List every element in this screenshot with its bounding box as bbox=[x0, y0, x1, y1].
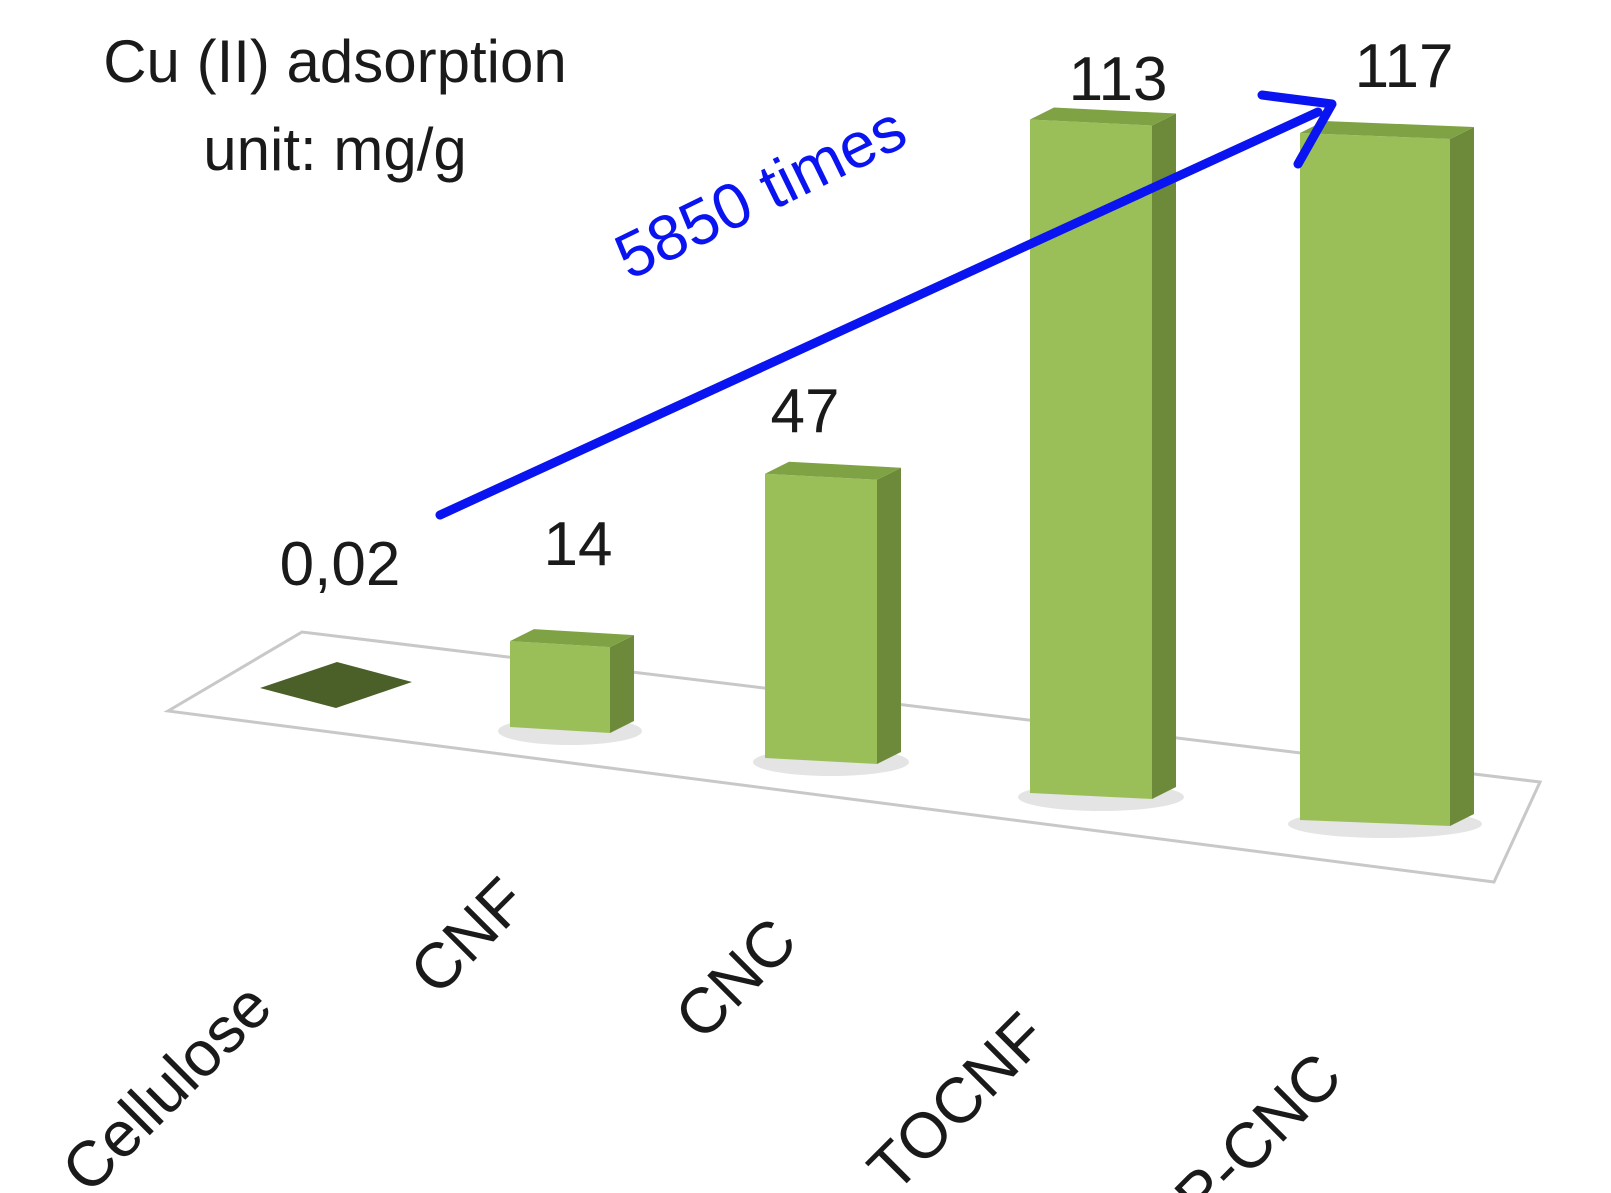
category-label-p-cnc: P-CNC bbox=[1161, 1039, 1355, 1193]
bar-cnf bbox=[510, 629, 634, 733]
category-label-cnf: CNF bbox=[396, 864, 540, 1008]
bar-p-cnc bbox=[1300, 121, 1474, 826]
chart-title: Cu (II) adsorption bbox=[103, 28, 567, 95]
chart-subtitle: unit: mg/g bbox=[203, 116, 466, 183]
category-label-cnc: CNC bbox=[661, 904, 810, 1053]
bar-cnc bbox=[765, 461, 901, 764]
growth-arrow bbox=[435, 90, 1337, 520]
value-label-p-cnc: 117 bbox=[1355, 32, 1454, 101]
bar-tocnf bbox=[1030, 107, 1176, 799]
value-label-cellulose: 0,02 bbox=[280, 530, 401, 599]
bar-cellulose bbox=[260, 662, 412, 708]
value-label-tocnf: 113 bbox=[1069, 45, 1168, 114]
category-label-cellulose: Cellulose bbox=[48, 969, 285, 1193]
arrow-annotation-label: 5850 times bbox=[604, 91, 917, 293]
value-label-cnc: 47 bbox=[771, 377, 840, 446]
value-label-cnf: 14 bbox=[544, 510, 613, 579]
category-label-tocnf: TOCNF bbox=[854, 999, 1060, 1193]
